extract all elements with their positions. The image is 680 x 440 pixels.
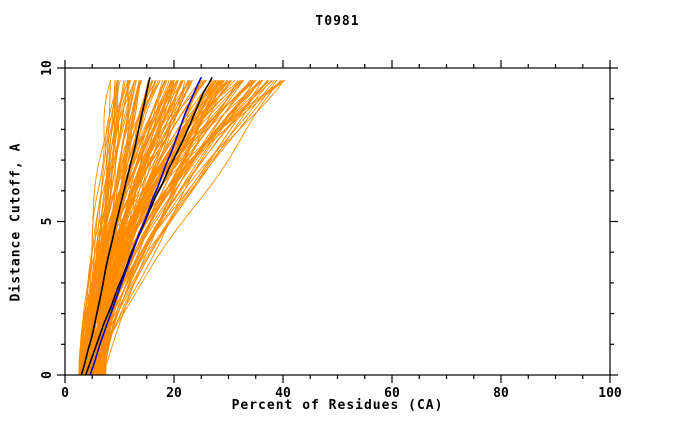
ensemble-curve xyxy=(93,80,255,376)
x-axis-label: Percent of Residues (CA) xyxy=(231,398,444,413)
black-model-2-curve xyxy=(84,76,213,376)
ensemble-curve xyxy=(104,80,116,375)
x-tick-label: 80 xyxy=(493,386,509,401)
y-axis-label: Distance Cutoff, A xyxy=(8,142,24,302)
x-tick-label: 40 xyxy=(275,386,291,401)
ensemble-curve xyxy=(84,80,112,376)
blue-model-curve xyxy=(89,76,203,376)
ensemble-curve xyxy=(79,80,159,376)
x-tick-label: 60 xyxy=(384,386,400,401)
y-tick-label: 0 xyxy=(40,371,55,379)
ensemble-curve xyxy=(92,80,189,376)
ensemble-curve xyxy=(88,80,282,376)
ensemble-curve xyxy=(97,80,137,375)
chart-title: T0981 xyxy=(315,14,360,29)
x-tick-label: 20 xyxy=(166,386,182,401)
ensemble-curve xyxy=(92,80,278,376)
ensemble-curve xyxy=(87,79,257,375)
y-tick-label: 5 xyxy=(40,218,55,226)
x-tick-label: 0 xyxy=(61,386,69,401)
ensemble-curve xyxy=(91,79,254,375)
ensemble-curve xyxy=(79,80,276,376)
ensemble-curve xyxy=(84,80,178,375)
y-tick-label: 10 xyxy=(40,60,55,76)
ensemble-curve xyxy=(81,80,212,376)
ensemble-curve xyxy=(104,80,218,375)
black-model-1-curve xyxy=(80,77,151,376)
ensemble-curve xyxy=(91,79,255,376)
x-tick-label: 100 xyxy=(598,386,622,401)
ensemble-curve xyxy=(104,80,268,376)
